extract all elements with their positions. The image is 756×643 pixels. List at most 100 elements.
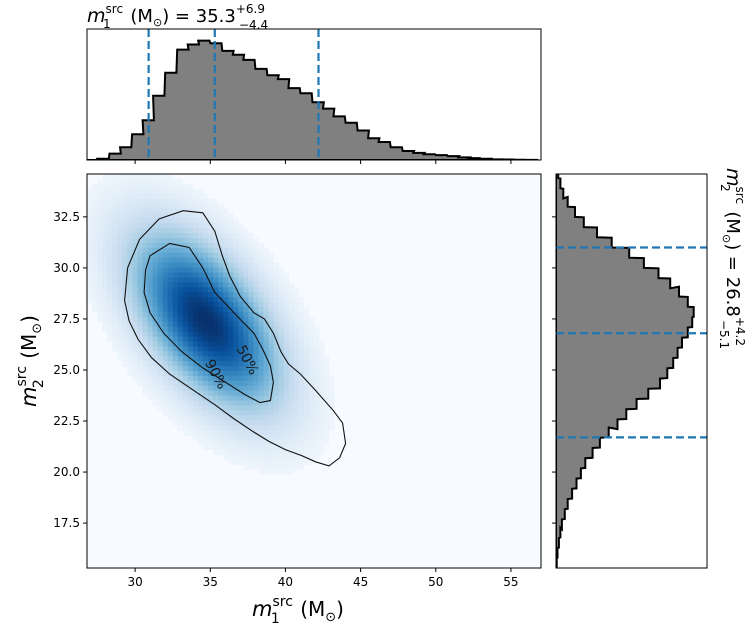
density-cell	[107, 179, 112, 184]
density-cell	[238, 327, 243, 332]
density-cell	[213, 396, 218, 401]
density-cell	[198, 253, 203, 258]
density-cell	[178, 218, 183, 223]
density-cell	[102, 189, 107, 194]
density-cell	[228, 341, 233, 346]
density-cell	[158, 233, 163, 238]
density-cell	[137, 292, 142, 297]
density-cell	[228, 317, 233, 322]
density-cell	[238, 302, 243, 307]
density-cell	[203, 297, 208, 302]
density-cell	[213, 208, 218, 213]
density-cell	[233, 238, 238, 243]
density-cell	[264, 332, 269, 337]
density-cell	[97, 268, 102, 273]
density-cell	[132, 356, 137, 361]
density-cell	[148, 396, 153, 401]
density-cell	[304, 356, 309, 361]
density-cell	[289, 317, 294, 322]
density-cell	[218, 317, 223, 322]
density-cell	[213, 312, 218, 317]
density-cell	[284, 420, 289, 425]
density-cell	[102, 282, 107, 287]
density-cell	[314, 425, 319, 430]
density-cell	[158, 332, 163, 337]
density-cell	[132, 223, 137, 228]
density-cell	[274, 425, 279, 430]
density-cell	[178, 391, 183, 396]
density-cell	[153, 263, 158, 268]
density-cell	[259, 322, 264, 327]
density-cell	[153, 238, 158, 243]
density-cell	[264, 292, 269, 297]
density-cell	[168, 361, 173, 366]
density-cell	[218, 263, 223, 268]
density-cell	[178, 199, 183, 204]
density-cell	[238, 450, 243, 455]
density-cell	[228, 425, 233, 430]
density-cell	[269, 317, 274, 322]
density-cell	[163, 287, 168, 292]
density-cell	[102, 233, 107, 238]
density-cell	[117, 228, 122, 233]
density-cell	[203, 420, 208, 425]
density-cell	[153, 194, 158, 199]
density-cell	[188, 361, 193, 366]
density-cell	[117, 277, 122, 282]
density-cell	[223, 425, 228, 430]
density-cell	[168, 351, 173, 356]
density-cell	[208, 199, 213, 204]
density-cell	[193, 194, 198, 199]
density-cell	[183, 366, 188, 371]
density-cell	[324, 356, 329, 361]
density-cell	[223, 391, 228, 396]
density-cell	[117, 292, 122, 297]
density-cell	[153, 366, 158, 371]
density-cell	[299, 366, 304, 371]
density-cell	[274, 351, 279, 356]
density-cell	[248, 268, 253, 273]
density-cell	[193, 189, 198, 194]
density-cell	[117, 341, 122, 346]
density-cell	[233, 337, 238, 342]
density-cell	[148, 194, 153, 199]
density-cell	[122, 218, 127, 223]
density-cell	[233, 327, 238, 332]
density-cell	[248, 337, 253, 342]
density-cell	[223, 420, 228, 425]
density-cell	[102, 179, 107, 184]
density-cell	[198, 317, 203, 322]
density-cell	[193, 282, 198, 287]
density-cell	[208, 420, 213, 425]
density-cell	[304, 317, 309, 322]
density-cell	[279, 312, 284, 317]
density-cell	[269, 282, 274, 287]
density-cell	[163, 361, 168, 366]
density-cell	[248, 405, 253, 410]
density-cell	[132, 184, 137, 189]
density-cell	[314, 415, 319, 420]
density-cell	[269, 312, 274, 317]
density-cell	[248, 312, 253, 317]
density-cell	[264, 253, 269, 258]
density-cell	[253, 465, 258, 470]
density-cell	[299, 381, 304, 386]
density-cell	[228, 361, 233, 366]
density-cell	[238, 337, 243, 342]
density-cell	[294, 386, 299, 391]
density-cell	[304, 445, 309, 450]
density-cell	[299, 361, 304, 366]
density-cell	[294, 381, 299, 386]
density-cell	[122, 341, 127, 346]
density-cell	[208, 425, 213, 430]
density-cell	[178, 337, 183, 342]
density-cell	[168, 194, 173, 199]
density-cell	[188, 415, 193, 420]
density-cell	[208, 297, 213, 302]
density-cell	[163, 273, 168, 278]
density-cell	[223, 208, 228, 213]
density-cell	[127, 337, 132, 342]
density-cell	[168, 312, 173, 317]
density-cell	[158, 356, 163, 361]
density-cell	[158, 174, 163, 179]
